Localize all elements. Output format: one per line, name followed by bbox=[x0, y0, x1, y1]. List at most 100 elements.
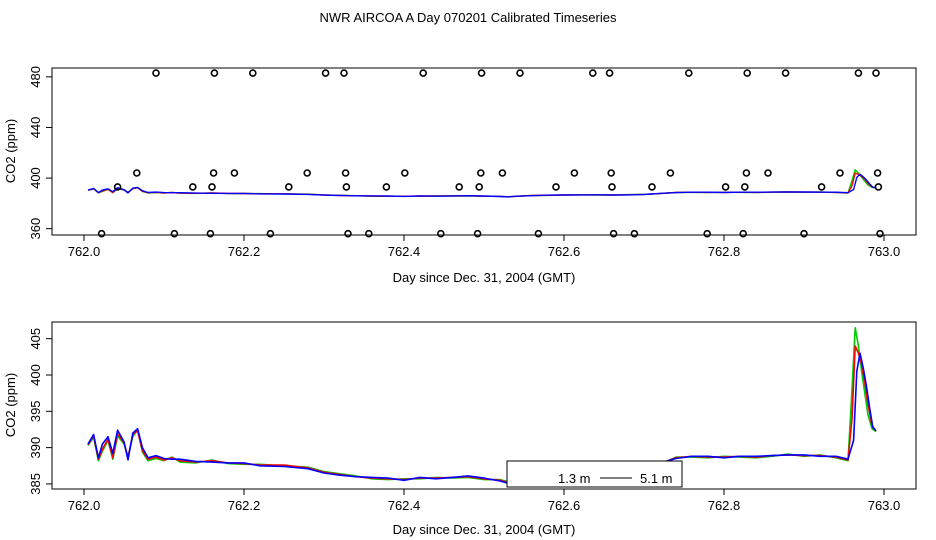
top-scatter-point bbox=[455, 183, 464, 191]
top-scatter-point bbox=[97, 229, 106, 238]
legend-box bbox=[506, 460, 683, 488]
bottom-y-tick-label: 395 bbox=[28, 400, 43, 422]
top-panel: 762.0 762.2 762.4 762.6 762.8 763.0 360 400 440 4… bbox=[3, 66, 917, 285]
top-scatter-point bbox=[249, 69, 257, 77]
top-scatter-point bbox=[477, 69, 486, 77]
top-scatter-point bbox=[516, 69, 524, 77]
top-y-tick-label: 480 bbox=[28, 66, 43, 88]
top-x-tick-label: 762.8 bbox=[708, 244, 741, 259]
top-scatter-point bbox=[742, 169, 751, 177]
top-scatter-point bbox=[684, 69, 693, 77]
top-scatter-point bbox=[534, 229, 543, 238]
top-scatter-point bbox=[764, 169, 772, 177]
legend: 1.3 m 5.1 m bbox=[506, 460, 683, 488]
top-scatter-point bbox=[630, 229, 639, 238]
bottom-x-axis-label: Day since Dec. 31, 2004 (GMT) bbox=[393, 522, 576, 537]
bottom-x-tick-label: 762.6 bbox=[548, 498, 581, 513]
top-scatter-point bbox=[607, 169, 616, 177]
bottom-series-line bbox=[87, 327, 877, 483]
top-scatter-point bbox=[800, 229, 808, 238]
top-scatter-point bbox=[666, 169, 675, 177]
top-scatter-point bbox=[400, 169, 409, 177]
top-scatter-point bbox=[189, 183, 197, 191]
top-y-axis-label: CO2 (ppm) bbox=[3, 119, 18, 183]
top-scatter-point bbox=[476, 169, 485, 177]
legend-label-5-1m: 5.1 m bbox=[640, 471, 673, 486]
bottom-y-tick-label: 390 bbox=[28, 437, 43, 459]
bottom-y-tick-label: 400 bbox=[28, 364, 43, 386]
top-y-tick-label: 360 bbox=[28, 218, 43, 240]
top-scatter-point bbox=[854, 69, 863, 77]
legend-label-1-3m: 1.3 m bbox=[558, 471, 591, 486]
top-scatter-point bbox=[209, 169, 218, 177]
top-marks bbox=[87, 69, 884, 238]
top-scatter-point bbox=[552, 183, 560, 191]
top-scatter-point bbox=[743, 69, 752, 77]
top-scatter-point bbox=[873, 169, 882, 177]
bottom-x-tick-label: 762.2 bbox=[228, 498, 261, 513]
top-scatter-point bbox=[133, 169, 141, 177]
top-scatter-point bbox=[113, 183, 122, 191]
top-scatter-point bbox=[321, 69, 330, 77]
top-scatter-point bbox=[874, 183, 883, 191]
top-scatter-point bbox=[342, 183, 351, 191]
top-scatter-point bbox=[473, 229, 482, 238]
top-x-tick-label: 762.0 bbox=[68, 244, 101, 259]
bottom-axes: 762.0 762.2 762.4 762.6 762.8 763.0 385 390 395 4… bbox=[28, 328, 900, 513]
top-x-axis-label: Day since Dec. 31, 2004 (GMT) bbox=[393, 270, 576, 285]
top-scatter-point bbox=[266, 229, 275, 238]
bottom-series-line bbox=[87, 352, 877, 484]
top-x-tick-label: 762.6 bbox=[548, 244, 581, 259]
bottom-y-tick-label: 405 bbox=[28, 328, 43, 350]
top-scatter-point bbox=[876, 229, 884, 238]
bottom-y-axis-label: CO2 (ppm) bbox=[3, 373, 18, 437]
top-scatter-point bbox=[817, 183, 826, 191]
top-scatter-point bbox=[740, 183, 749, 191]
top-scatter-point bbox=[208, 183, 216, 191]
top-scatter-point bbox=[648, 183, 656, 191]
figure-title: NWR AIRCOA A Day 070201 Calibrated Times… bbox=[320, 10, 617, 25]
top-scatter-point bbox=[872, 69, 880, 77]
top-y-tick-label: 440 bbox=[28, 117, 43, 139]
top-scatter-point bbox=[230, 169, 239, 177]
top-scatter-point bbox=[170, 229, 179, 238]
top-scatter-point bbox=[303, 169, 312, 177]
top-scatter-point bbox=[419, 69, 428, 77]
top-scatter-point bbox=[210, 69, 219, 77]
bottom-x-tick-label: 762.0 bbox=[68, 498, 101, 513]
top-x-tick-label: 762.2 bbox=[228, 244, 261, 259]
top-series-line bbox=[87, 173, 877, 198]
top-scatter-point bbox=[344, 229, 352, 238]
top-scatter-point bbox=[781, 69, 790, 77]
top-scatter-point bbox=[836, 169, 844, 177]
top-scatter-point bbox=[206, 229, 215, 238]
top-scatter-point bbox=[605, 69, 614, 77]
top-scatter-point bbox=[608, 183, 616, 191]
top-scatter-point bbox=[341, 169, 350, 177]
top-scatter-point bbox=[382, 183, 391, 191]
bottom-x-tick-label: 762.8 bbox=[708, 498, 741, 513]
top-scatter-point bbox=[436, 229, 445, 238]
top-x-tick-label: 763.0 bbox=[868, 244, 901, 259]
top-scatter-point bbox=[739, 229, 748, 238]
top-scatter-point bbox=[364, 229, 373, 238]
top-scatter-point bbox=[284, 183, 293, 191]
top-scatter-point bbox=[475, 183, 484, 191]
top-scatter-point bbox=[609, 229, 618, 238]
bottom-plot-frame bbox=[51, 321, 917, 490]
top-axes: 762.0 762.2 762.4 762.6 762.8 763.0 360 400 440 4… bbox=[28, 66, 900, 259]
top-scatter-point bbox=[721, 183, 730, 191]
top-scatter-point bbox=[703, 229, 712, 238]
top-scatter-point bbox=[152, 69, 160, 77]
bottom-x-tick-label: 763.0 bbox=[868, 498, 901, 513]
top-y-tick-label: 400 bbox=[28, 167, 43, 189]
bottom-marks bbox=[87, 327, 877, 484]
bottom-x-tick-label: 762.4 bbox=[388, 498, 421, 513]
bottom-panel: 762.0 762.2 762.4 762.6 762.8 763.0 385 390 395 4… bbox=[3, 321, 917, 537]
top-scatter-point bbox=[588, 69, 597, 77]
top-scatter-point bbox=[498, 169, 507, 177]
top-x-tick-label: 762.4 bbox=[388, 244, 421, 259]
bottom-y-tick-label: 385 bbox=[28, 473, 43, 495]
top-scatter-point bbox=[340, 69, 348, 77]
